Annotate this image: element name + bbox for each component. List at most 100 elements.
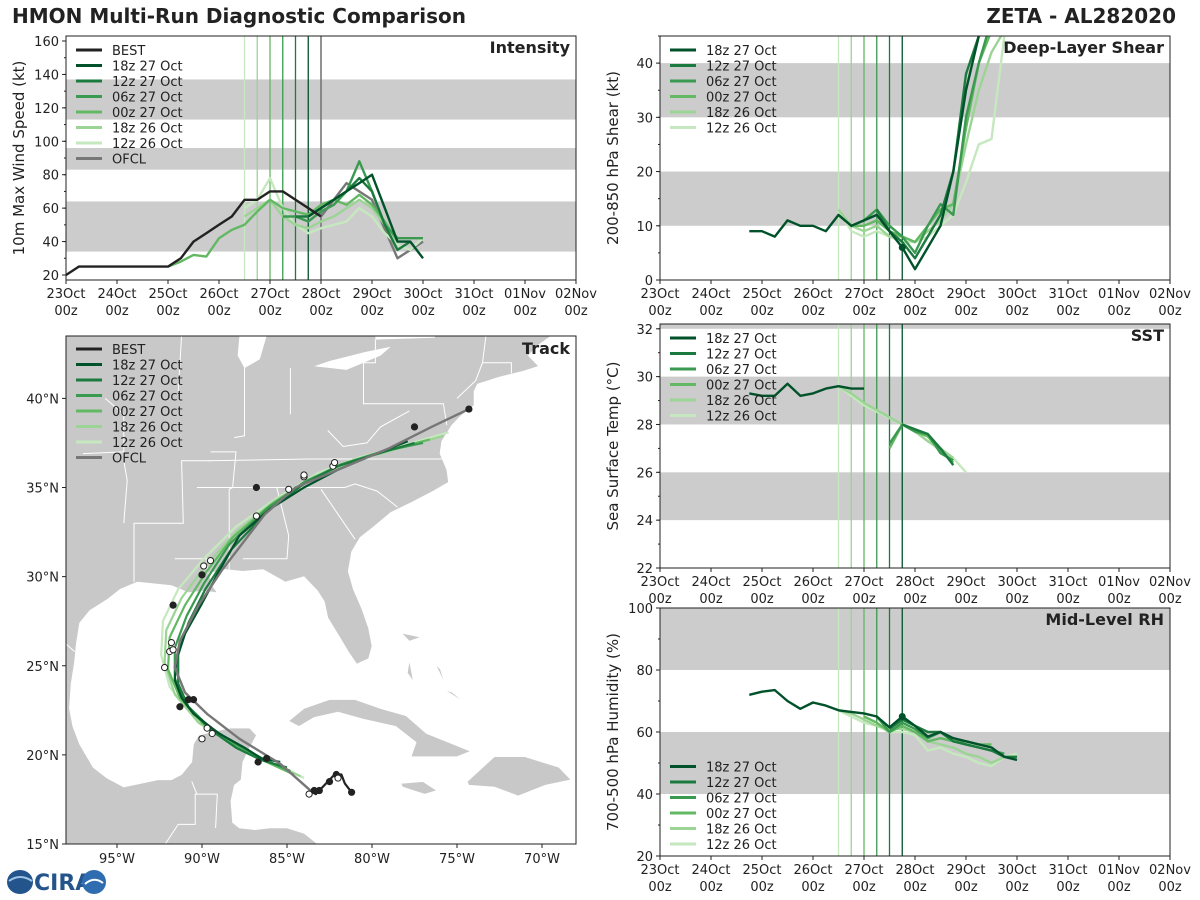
shear-xtick-sublabel: 00z	[801, 304, 825, 319]
track-position-marker-open	[200, 562, 208, 570]
rh-ytick-label: 20	[636, 850, 653, 865]
sst-xtick-sublabel: 00z	[1056, 592, 1080, 607]
map-landmass-hispaniola	[466, 756, 572, 797]
shear-legend-label: 18z 26 Oct	[706, 106, 777, 121]
intensity-xtick-label: 01Nov	[504, 287, 546, 302]
track-legend-label: BEST	[112, 343, 145, 358]
shear-legend-label: 18z 27 Oct	[706, 44, 777, 59]
rh-ylabel: 700-500 hPa Humidity (%)	[604, 633, 622, 831]
shear-line-18z-27-oct	[749, 36, 981, 271]
shear-xtick-label: 30Oct	[997, 287, 1036, 302]
intensity-line-00z-27-oct	[167, 193, 399, 268]
track-ytick-label: 40°N	[26, 392, 59, 407]
track-position-marker-filled	[184, 696, 192, 704]
track-position-marker-open	[331, 458, 339, 467]
rh-xtick-sublabel: 00z	[954, 880, 978, 895]
track-legend-label: 12z 26 Oct	[112, 436, 183, 451]
track-position-marker-filled	[310, 786, 318, 795]
intensity-xtick-sublabel: 00z	[54, 304, 78, 319]
sst-ytick-label: 24	[636, 514, 653, 529]
intensity-xtick-sublabel: 00z	[258, 304, 282, 319]
sst-ytick-label: 28	[636, 418, 653, 433]
shear-band-0	[660, 171, 1170, 226]
intensity-xtick-sublabel: 00z	[411, 304, 435, 319]
map-border-20	[215, 794, 218, 829]
track-position-marker-open	[161, 663, 169, 672]
map-border-21	[191, 781, 198, 795]
rh-panel: 20 40 60 80 100 23Oct 00z 24Oct 00z 25Oct 00z 26Oct…	[604, 602, 1191, 895]
map-landmass-cuba	[288, 699, 472, 758]
shear-ytick-label: 20	[636, 166, 653, 181]
map-border-3	[133, 460, 211, 582]
map-border-4	[196, 487, 290, 560]
sst-series-group	[749, 382, 967, 474]
map-lake-michigan	[237, 336, 267, 369]
rh-band-1	[660, 608, 1170, 670]
intensity-ylabel: 10m Max Wind Speed (kt)	[10, 61, 28, 256]
shear-xtick-sublabel: 00z	[1005, 304, 1029, 319]
map-landmass-bahamas-3	[446, 690, 461, 700]
intensity-legend-label: 06z 27 Oct	[112, 91, 183, 106]
rh-xtick-sublabel: 00z	[1056, 880, 1080, 895]
map-border-19	[164, 793, 218, 844]
sst-ylabel: Sea Surface Temp (°C)	[604, 361, 622, 530]
cira-logo: CIRA	[7, 870, 106, 896]
intensity-legend-label: 18z 27 Oct	[112, 60, 183, 75]
shear-xtick-sublabel: 00z	[1107, 304, 1131, 319]
rh-title: Mid-Level RH	[1045, 610, 1164, 629]
emblem-wave-icon	[84, 878, 104, 885]
rh-legend-label: 00z 27 Oct	[706, 807, 777, 822]
sst-band-2	[660, 324, 1170, 329]
sst-legend-label: 18z 26 Oct	[706, 394, 777, 409]
sst-ytick-label: 30	[636, 371, 653, 386]
intensity-xtick-label: 31Oct	[454, 287, 493, 302]
track-position-marker-filled	[254, 758, 262, 766]
shear-xtick-label: 23Oct	[640, 287, 679, 302]
intensity-xtick-label: 29Oct	[352, 287, 391, 302]
shear-xtick-label: 24Oct	[691, 287, 730, 302]
sst-xtick-label: 30Oct	[997, 575, 1036, 590]
intensity-xtick-label: 30Oct	[403, 287, 442, 302]
track-position-marker-filled	[315, 786, 323, 795]
shear-init-marker	[898, 243, 906, 251]
sst-line-06z-27-oct	[888, 423, 954, 462]
rh-xtick-label: 29Oct	[946, 863, 985, 878]
sst-xtick-label: 02Nov	[1149, 575, 1191, 590]
track-line-18z-27-oct	[173, 440, 409, 764]
track-position-marker-filled	[263, 754, 271, 763]
track-panel: 95°W 90°W 85°W 80°W 75°W 70°W 15°N 20°N 25°N 30°N…	[26, 335, 577, 867]
shear-xtick-sublabel: 00z	[750, 304, 774, 319]
shear-legend-label: 00z 27 Oct	[706, 91, 777, 106]
intensity-xtick-sublabel: 00z	[156, 304, 180, 319]
track-position-marker-filled	[252, 483, 260, 492]
track-position-marker-filled	[169, 601, 177, 609]
rh-series-group	[749, 688, 1018, 768]
sst-ytick-label: 26	[636, 466, 653, 481]
track-legend-label: OFCL	[112, 452, 147, 467]
sst-xtick-label: 25Oct	[742, 575, 781, 590]
intensity-ytick-label: 100	[34, 135, 59, 150]
intensity-legend-label: 18z 26 Oct	[112, 122, 183, 137]
track-legend-label: 18z 26 Oct	[112, 421, 183, 436]
rh-xtick-sublabel: 00z	[648, 880, 672, 895]
rh-xtick-sublabel: 00z	[1005, 880, 1029, 895]
intensity-legend-label: 00z 27 Oct	[112, 106, 183, 121]
intensity-legend-label: 12z 26 Oct	[112, 137, 183, 152]
rh-xtick-label: 30Oct	[997, 863, 1036, 878]
map-landmass-north-america	[66, 336, 576, 844]
track-position-marker-filled	[348, 788, 356, 796]
sst-xtick-label: 26Oct	[793, 575, 832, 590]
track-xtick-label: 75°W	[439, 852, 475, 867]
rh-legend-label: 18z 27 Oct	[706, 761, 777, 776]
track-position-marker-filled	[189, 696, 198, 704]
map-lake-erie	[314, 346, 391, 370]
shear-ylabel: 200-850 hPa Shear (kt)	[604, 71, 622, 245]
intensity-title: Intensity	[490, 38, 571, 57]
intensity-series-group	[66, 160, 424, 277]
rh-legend-label: 12z 27 Oct	[706, 776, 777, 791]
sst-band-1	[660, 376, 1170, 425]
track-map-group	[66, 336, 576, 844]
track-position-marker-open	[305, 790, 313, 798]
rh-xtick-label: 26Oct	[793, 863, 832, 878]
